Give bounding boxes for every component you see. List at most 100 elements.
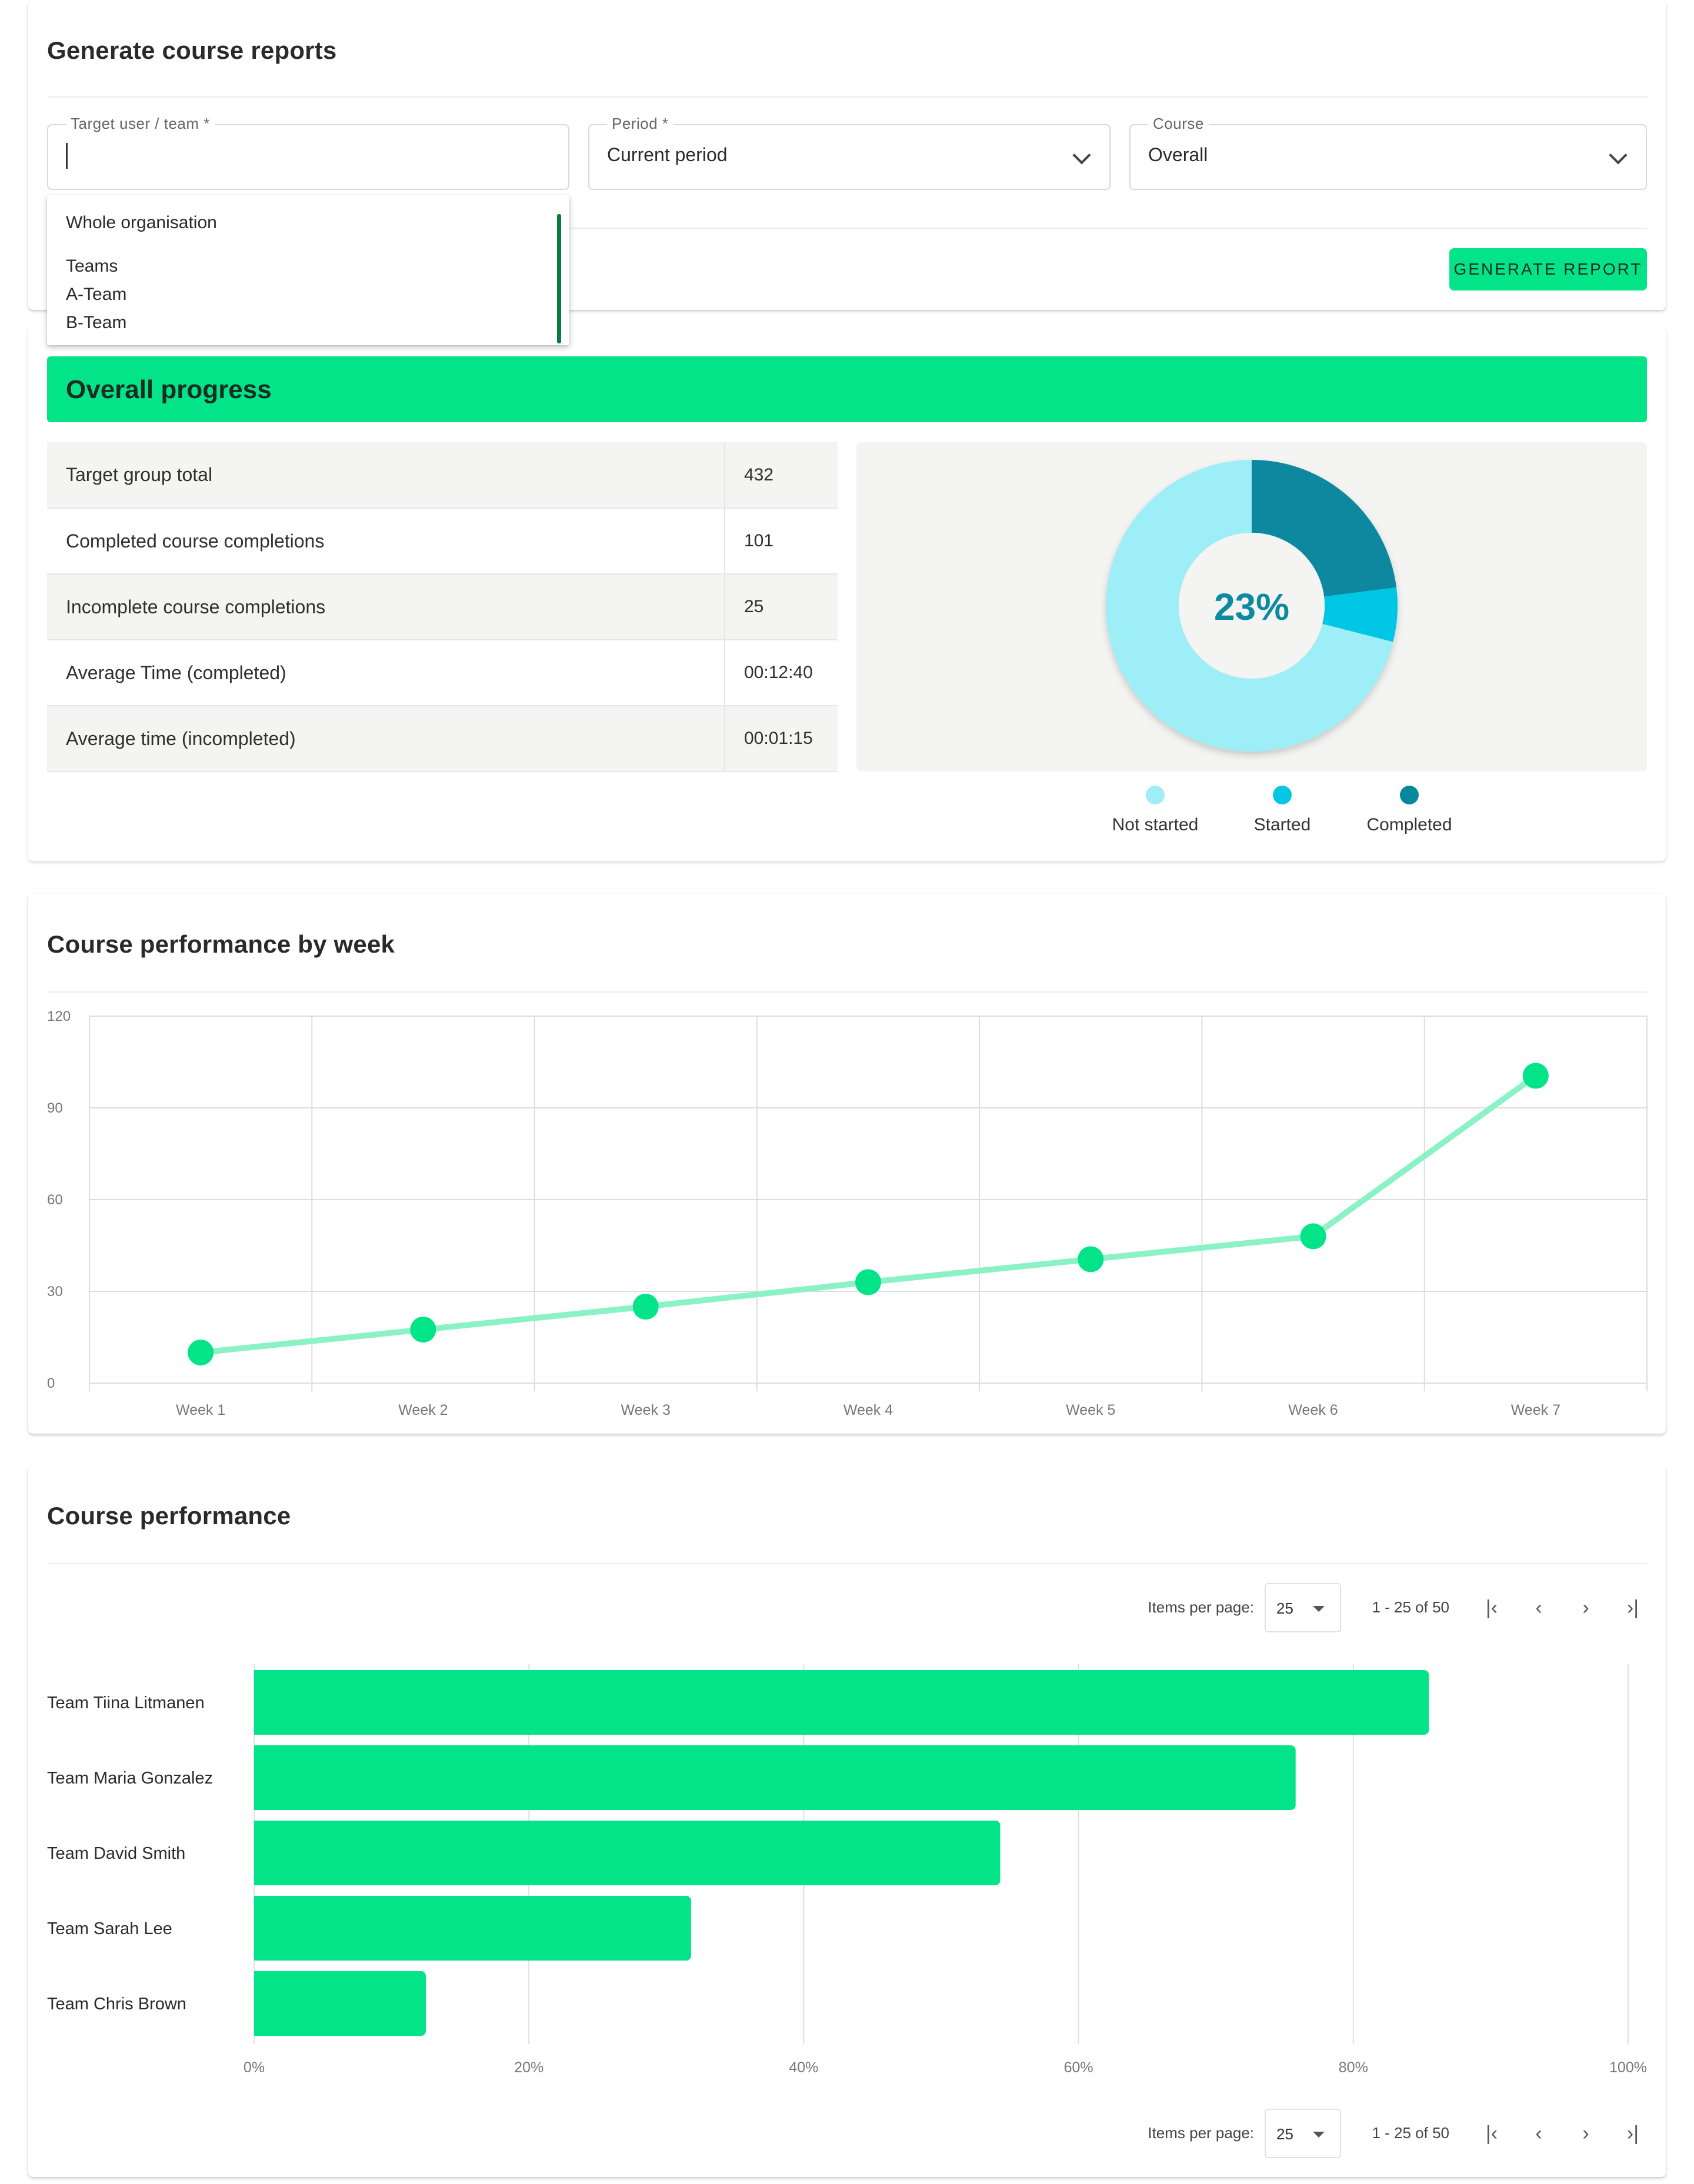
x-tick-label: Week 5 [1066,1402,1115,1418]
data-point[interactable] [1300,1223,1326,1250]
data-point[interactable] [1522,1063,1549,1089]
stat-label: Average time (incompleted) [47,706,725,772]
y-category-label: Team Chris Brown [47,1995,186,2013]
donut-center-label: 23% [1214,586,1289,628]
caret-down-icon [1313,2132,1325,2138]
table-row: Completed course completions 101 [47,508,838,574]
next-page-icon[interactable]: › [1582,1597,1589,1619]
y-category-label: Team Maria Gonzalez [47,1769,213,1788]
donut-slice-not-started [1106,460,1393,752]
dropdown-option-team[interactable]: B-Team [66,313,127,332]
generate-report-button[interactable]: GENERATE REPORT [1449,248,1647,290]
divider [47,96,1647,98]
donut-chart: 23% [1106,460,1398,752]
first-page-icon[interactable]: |‹ [1485,2122,1498,2145]
bar[interactable] [254,1896,691,1961]
period-select[interactable]: Period * Current period [588,115,1111,190]
items-per-page-select[interactable]: 25 [1265,2109,1341,2158]
x-tick-label: 60% [1064,2059,1093,2076]
progress-stats-table: Target group total 432 Completed course … [47,442,838,772]
data-point[interactable] [188,1340,214,1365]
y-category-label: Team Sarah Lee [47,1919,172,1938]
weekly-line-chart: 0 30 60 90 120 Week 1 Week 2 Week 3 Week 4 Week 5… [47,1008,1648,1418]
course-label: Course [1148,115,1209,133]
series-line [198,1073,1539,1355]
bar[interactable] [254,1971,426,2036]
stat-label: Target group total [47,442,725,508]
bar-corner [254,1821,261,1885]
stat-label: Completed course completions [47,508,725,574]
stat-label: Average Time (completed) [47,640,725,706]
y-tick-label: 120 [47,1008,71,1024]
bar[interactable] [254,1821,1001,1885]
weekly-performance-card: Course performance by week 0 30 60 90 120 Wee… [28,894,1666,1434]
items-per-page-value: 25 [1276,1599,1293,1617]
x-tick-label: Week 2 [398,1402,448,1418]
items-per-page-label: Items per page: [1148,1598,1254,1616]
stat-label: Incomplete course completions [47,574,725,640]
table-row: Incomplete course completions 25 [47,574,838,640]
y-category-label: Team Tiina Litmanen [47,1694,205,1712]
x-tick-label: Week 4 [843,1402,893,1418]
donut-chart-panel: 23% [856,442,1647,772]
legend-item-completed: Completed [1339,786,1480,835]
overall-progress-title: Overall progress [66,375,272,404]
line-chart-grid [89,1016,1648,1391]
caret-down-icon [1313,1606,1325,1612]
dropdown-group-label-teams: Teams [66,256,118,276]
report-form-title: Generate course reports [47,36,337,64]
overall-progress-header: Overall progress [47,356,1647,422]
text-cursor [66,143,68,169]
divider [47,991,1647,993]
previous-page-icon[interactable]: ‹ [1535,1597,1542,1619]
last-page-icon[interactable]: ›| [1626,2122,1639,2145]
bar-corner [254,1896,261,1961]
y-tick-label: 90 [47,1100,63,1116]
x-tick-label: 20% [514,2059,543,2076]
paginator-bottom: Items per page: 25 1 - 25 of 50 |‹ ‹ › ›… [1118,2109,1647,2158]
legend-item-started: Started [1212,786,1353,835]
course-performance-card: Course performance Items per page: 25 1 … [28,1465,1666,2177]
x-tick-label: Week 7 [1511,1402,1560,1418]
last-page-icon[interactable]: ›| [1626,1597,1639,1619]
data-point[interactable] [1078,1246,1104,1273]
x-tick-label: 40% [789,2059,818,2076]
weekly-performance-title: Course performance by week [47,930,395,958]
divider [47,228,1647,229]
y-tick-label: 60 [47,1192,63,1208]
overall-progress-card: Overall progress Target group total 432 … [28,327,1666,861]
dropdown-scrollbar[interactable] [557,214,561,343]
table-row: Average Time (completed) 00:12:40 [47,640,838,706]
stat-value: 00:12:40 [744,663,813,682]
target-user-team-label: Target user / team * [66,115,215,133]
target-user-team-field[interactable]: Target user / team * [47,115,569,190]
page-range-label: 1 - 25 of 50 [1372,1598,1449,1616]
stat-value: 432 [744,465,774,485]
x-tick-label: 100% [1609,2059,1647,2076]
x-tick-label: Week 6 [1288,1402,1338,1418]
data-point[interactable] [632,1294,659,1320]
first-page-icon[interactable]: |‹ [1485,1597,1498,1619]
course-performance-title: Course performance [47,1502,291,1530]
chevron-down-icon [1609,146,1628,165]
donut-hole [1179,533,1325,679]
legend-label: Completed [1366,815,1452,834]
previous-page-icon[interactable]: ‹ [1535,2122,1542,2145]
dropdown-option-whole-organisation[interactable]: Whole organisation [66,213,217,232]
data-point[interactable] [410,1317,436,1343]
y-tick-label: 0 [47,1375,55,1391]
donut-slice-started [1322,587,1398,642]
target-dropdown-panel: Whole organisation Teams A-Team B-Team [47,195,569,345]
bar[interactable] [254,1670,1429,1735]
course-select[interactable]: Course Overall [1129,115,1647,190]
y-tick-label: 30 [47,1284,63,1300]
data-point[interactable] [855,1269,881,1295]
items-per-page-select[interactable]: 25 [1265,1583,1341,1632]
dropdown-option-team[interactable]: A-Team [66,285,127,304]
items-per-page-label: Items per page: [1148,2124,1254,2142]
period-label: Period * [607,115,673,133]
next-page-icon[interactable]: › [1582,2122,1589,2145]
bar[interactable] [254,1745,1296,1810]
chevron-down-icon [1072,146,1091,165]
donut-slice-completed [1252,460,1397,597]
